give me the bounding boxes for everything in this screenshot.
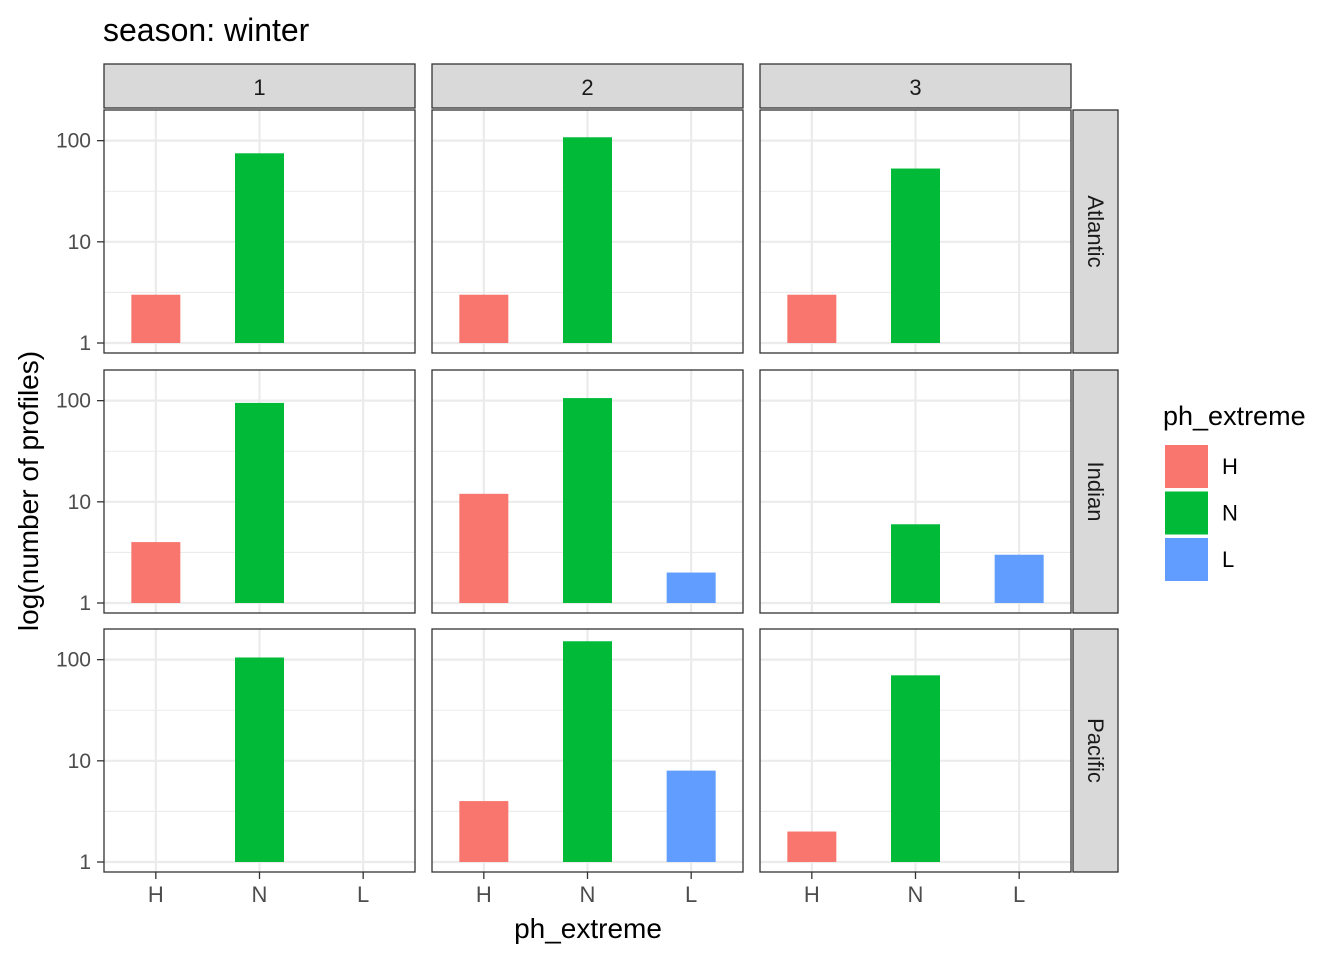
y-axis-title: log(number of profiles) [13, 351, 44, 631]
bar-indian-1-n [235, 402, 284, 603]
y-tick-label: 100 [56, 649, 91, 672]
panel-indian-1 [103, 369, 416, 614]
panel-border [103, 369, 416, 614]
facet-col-strip-1 [103, 63, 416, 109]
legend-title: ph_extreme [1163, 401, 1306, 431]
bar-atlantic-3-h [787, 294, 837, 343]
x-axis-title: ph_extreme [514, 913, 662, 944]
bar-indian-2-n [563, 398, 612, 603]
x-tick-label-h: H [476, 882, 492, 907]
facet-col-label-2: 2 [581, 75, 593, 100]
y-tick-label: 10 [68, 750, 91, 773]
bar-atlantic-1-h [131, 294, 181, 343]
y-tick-label: 100 [56, 130, 91, 153]
panel-border [759, 369, 1072, 614]
y-tick-label: 10 [68, 231, 91, 254]
panel-pacific-2 [431, 628, 744, 873]
y-tick-label: 1 [79, 332, 91, 355]
bar-pacific-3-h [787, 831, 837, 862]
bar-atlantic-2-n [563, 137, 612, 343]
panel-indian-3 [759, 369, 1072, 614]
y-tick-label: 1 [79, 851, 91, 874]
legend-key-l [1165, 538, 1208, 581]
panel-atlantic-2 [431, 109, 744, 354]
facet-row-strip-pacific [1072, 628, 1119, 873]
facet-row-label-indian: Indian [1083, 462, 1108, 522]
y-tick-label: 100 [56, 390, 91, 413]
panel-border [103, 109, 416, 354]
bar-pacific-2-h [459, 801, 509, 862]
x-tick-label-l: L [1013, 882, 1025, 907]
bar-indian-3-n [891, 524, 940, 603]
facet-row-strip-atlantic [1072, 109, 1119, 354]
legend-label-l: L [1222, 547, 1234, 572]
bar-pacific-2-l [666, 770, 716, 862]
bar-atlantic-2-h [459, 294, 509, 343]
bar-indian-2-l [666, 572, 716, 603]
bar-indian-3-l [994, 554, 1044, 603]
facet-col-label-1: 1 [253, 75, 265, 100]
panels-layer: 1 2 3 Atlantic Indian Pacific 1 10 100 1 10 100 1 10 1… [56, 63, 1119, 907]
bar-pacific-1-n [235, 657, 284, 862]
legend-label-h: H [1222, 454, 1238, 479]
panel-pacific-3 [759, 628, 1072, 873]
y-tick-label: 10 [68, 491, 91, 514]
x-tick-label-h: H [804, 882, 820, 907]
facet-row-label-atlantic: Atlantic [1083, 195, 1108, 267]
facet-col-label-3: 3 [909, 75, 921, 100]
facet-col-strip-2 [431, 63, 744, 109]
facet-col-strip-3 [759, 63, 1072, 109]
x-tick-label-l: L [685, 882, 697, 907]
panel-border [759, 109, 1072, 354]
panel-border [431, 369, 744, 614]
chart-title: season: winter [103, 12, 310, 48]
bar-indian-2-h [459, 493, 509, 603]
bar-pacific-3-n [891, 675, 940, 862]
x-tick-label-n: N [908, 882, 924, 907]
legend: ph_extreme HNL [1163, 401, 1306, 581]
legend-key-h [1165, 445, 1208, 488]
panel-pacific-1 [103, 628, 416, 873]
panel-atlantic-3 [759, 109, 1072, 354]
bar-pacific-2-n [563, 641, 612, 862]
legend-label-n: N [1222, 501, 1238, 526]
x-tick-label-h: H [148, 882, 164, 907]
panel-atlantic-1 [103, 109, 416, 354]
x-tick-label-l: L [357, 882, 369, 907]
bar-atlantic-1-n [235, 153, 284, 343]
y-tick-label: 1 [79, 592, 91, 615]
legend-key-n [1165, 491, 1208, 535]
bar-atlantic-3-n [891, 168, 940, 343]
bar-indian-1-h [131, 542, 181, 603]
facet-row-label-pacific: Pacific [1083, 718, 1108, 783]
x-tick-label-n: N [252, 882, 268, 907]
x-tick-label-n: N [580, 882, 596, 907]
facet-row-strip-indian [1072, 369, 1119, 614]
panel-indian-2 [431, 369, 744, 614]
panel-border [431, 109, 744, 354]
